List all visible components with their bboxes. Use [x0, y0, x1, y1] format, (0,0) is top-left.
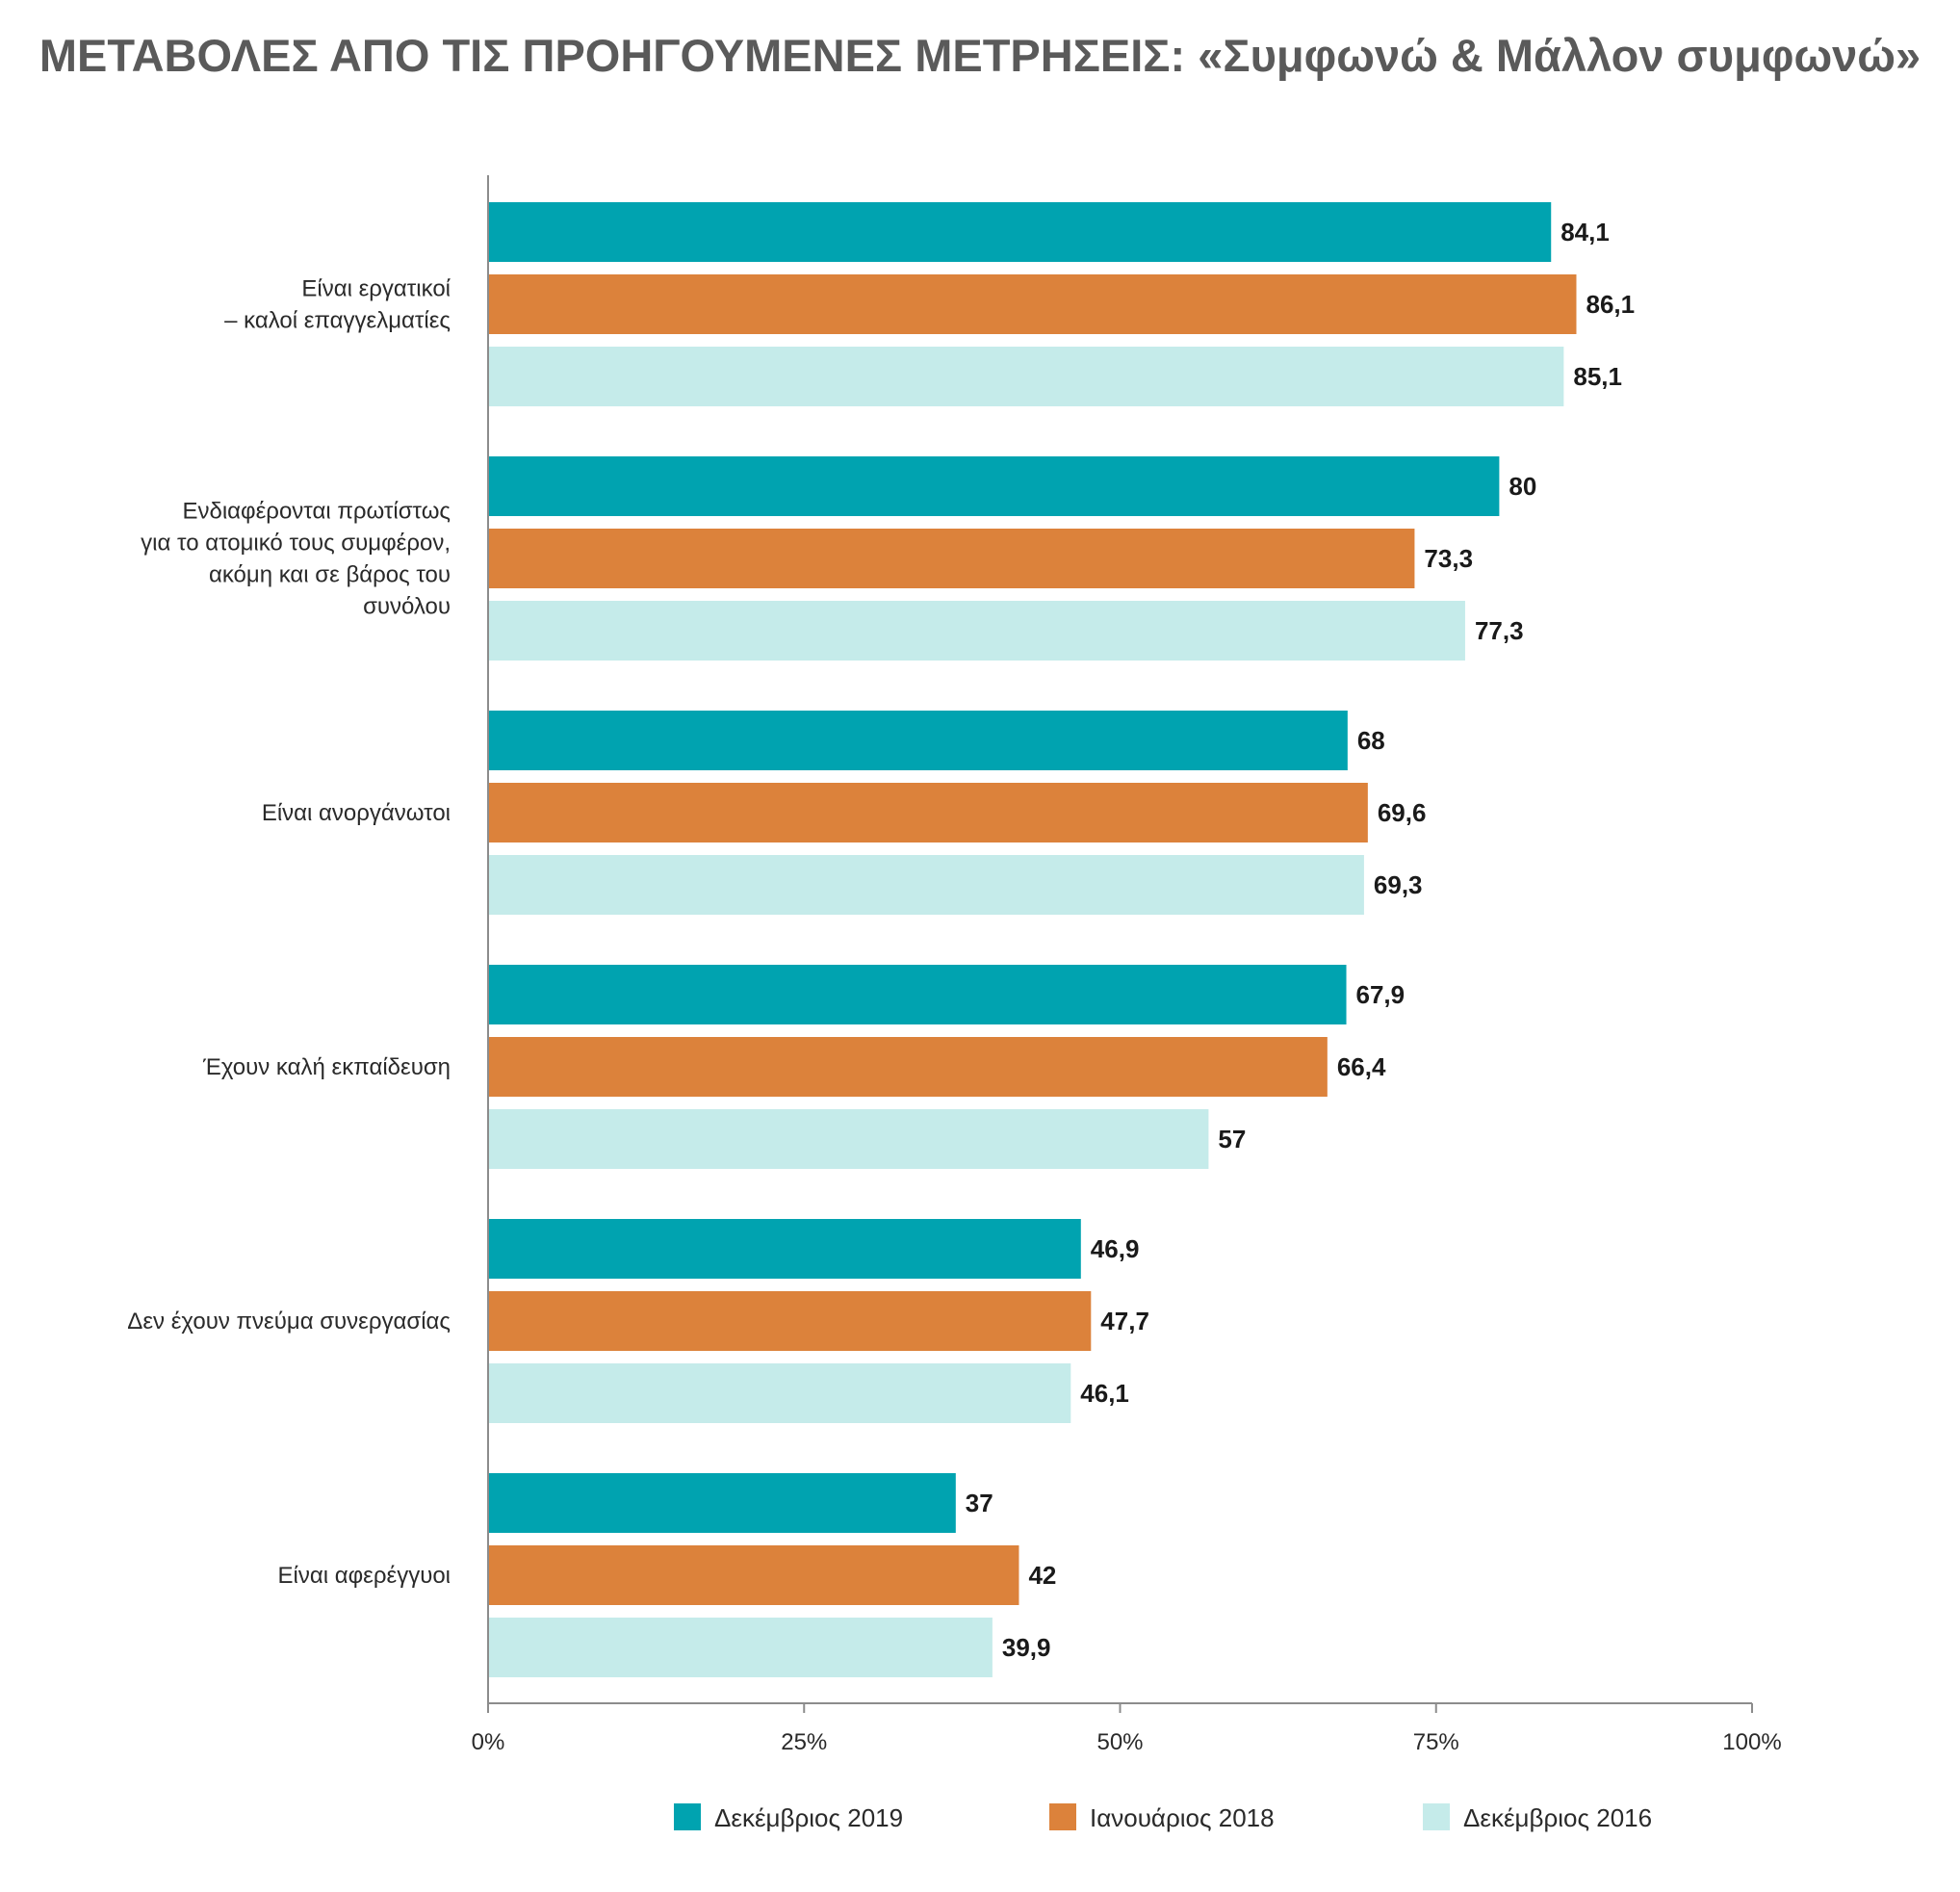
legend: Δεκέμβριος 2019 Ιανουάριος 2018 Δεκέμβριος… — [674, 1803, 1652, 1832]
bar — [488, 456, 1500, 516]
legend-label: Ιανουάριος 2018 — [1090, 1803, 1275, 1832]
data-label: 39,9 — [1002, 1633, 1051, 1662]
bar — [488, 202, 1552, 262]
data-label: 68 — [1357, 726, 1385, 755]
data-label: 69,6 — [1378, 798, 1427, 827]
category-label: Είναι εργατικοί – καλοί επαγγελματίες — [224, 276, 451, 334]
data-label: 47,7 — [1100, 1307, 1149, 1335]
category-label: Είναι αφερέγγυοι — [277, 1563, 451, 1589]
data-label: 80 — [1509, 472, 1536, 501]
legend-swatch — [674, 1803, 701, 1830]
legend-item: Δεκέμβριος 2019 — [674, 1803, 903, 1832]
bar — [488, 529, 1415, 588]
legend-swatch — [1049, 1803, 1076, 1830]
category-label: Είναι ανοργάνωτοι — [262, 800, 451, 826]
data-label: 67,9 — [1356, 980, 1406, 1009]
bar — [488, 1219, 1081, 1279]
data-label: 42 — [1028, 1561, 1056, 1590]
data-label: 57 — [1218, 1125, 1246, 1153]
category-label: Ενδιαφέρονται πρωτίστως για το ατομικό το… — [141, 499, 451, 620]
x-tick-label: 0% — [472, 1729, 505, 1755]
bar — [488, 1037, 1328, 1097]
bar — [488, 1545, 1019, 1605]
labels-layer: 84,1 86,1 85,1 Είναι εργατικοί – καλοί επαγγ… — [127, 218, 1635, 1662]
bar — [488, 601, 1465, 661]
data-label: 73,3 — [1424, 544, 1473, 573]
data-label: 69,3 — [1374, 870, 1423, 899]
category-label: Δεν έχουν πνεύμα συνεργασίας — [127, 1309, 451, 1335]
bar — [488, 1473, 956, 1533]
bars-layer — [488, 202, 1577, 1677]
x-tick-label: 75% — [1413, 1729, 1459, 1755]
bar — [488, 1109, 1209, 1169]
x-tick-label: 50% — [1096, 1729, 1143, 1755]
legend-item: Δεκέμβριος 2016 — [1423, 1803, 1652, 1832]
data-label: 46,9 — [1091, 1234, 1140, 1263]
chart-title: ΜΕΤΑΒΟΛΕΣ ΑΠΟ ΤΙΣ ΠΡΟΗΓΟΥΜΕΝΕΣ ΜΕΤΡΗΣΕΙΣ… — [39, 30, 1921, 81]
bar — [488, 965, 1347, 1024]
data-label: 77,3 — [1475, 616, 1524, 645]
x-tick-label: 25% — [781, 1729, 827, 1755]
data-label: 66,4 — [1337, 1052, 1386, 1081]
bar — [488, 783, 1368, 842]
bar — [488, 1291, 1092, 1351]
bar — [488, 855, 1364, 915]
data-label: 86,1 — [1586, 290, 1635, 319]
bar — [488, 1363, 1071, 1423]
axes-layer: 0% 25% 50% 75% 100% — [472, 175, 1782, 1755]
data-label: 84,1 — [1560, 218, 1610, 246]
bar — [488, 1618, 993, 1677]
bar — [488, 274, 1577, 334]
data-label: 37 — [966, 1489, 993, 1517]
legend-label: Δεκέμβριος 2019 — [714, 1803, 903, 1832]
bar — [488, 711, 1348, 770]
category-label: Έχουν καλή εκπαίδευση — [202, 1054, 451, 1080]
bar — [488, 347, 1564, 406]
data-label: 85,1 — [1573, 362, 1622, 391]
legend-item: Ιανουάριος 2018 — [1049, 1803, 1275, 1832]
legend-label: Δεκέμβριος 2016 — [1463, 1803, 1652, 1832]
data-label: 46,1 — [1080, 1379, 1129, 1408]
legend-swatch — [1423, 1803, 1450, 1830]
x-tick-label: 100% — [1722, 1729, 1781, 1755]
